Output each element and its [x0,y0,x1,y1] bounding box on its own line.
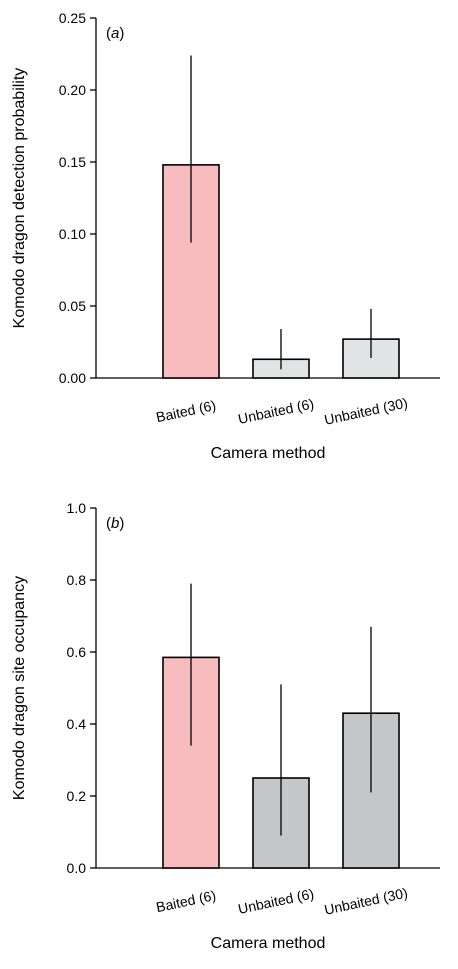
y-tick-label: 0.8 [67,572,87,588]
y-tick-label: 0.20 [59,82,86,98]
panel-label-letter: b [111,515,119,532]
y-tick-label: 0.2 [67,788,87,804]
category-label: Unbaited (30) [323,884,409,917]
category-label: Baited (6) [155,887,218,915]
chart-detection-probability: 0.00 0.05 0.10 0.15 0.20 0.25 Baited (6) Unbait… [11,10,440,462]
panel-label-prefix: ( [106,515,111,532]
panel-label-suffix: ) [119,25,124,42]
y-tick-label: 0.6 [67,644,87,660]
y-tick-label: 0.4 [67,716,87,732]
panel-label-suffix: ) [119,515,124,532]
category-label: Unbaited (6) [237,395,316,427]
y-tick-label: 0.25 [59,10,86,26]
y-axis-title: Komodo dragon site occupancy [11,576,28,800]
panel-label-prefix: ( [106,25,111,42]
chart-site-occupancy: 0.0 0.2 0.4 0.6 0.8 1.0 Baited (6) Unbaited (6)… [11,500,440,952]
y-tick-label: 0.00 [59,370,86,386]
y-tick-label: 1.0 [67,500,87,516]
x-axis-title: Camera method [211,445,326,462]
y-tick-label: 0.05 [59,298,86,314]
y-tick-label: 0.15 [59,154,86,170]
y-tick-label: 0.10 [59,226,86,242]
x-axis-title: Camera method [211,935,326,952]
category-label: Unbaited (6) [237,885,316,917]
y-tick-label: 0.0 [67,860,87,876]
panel-label: (a) [106,25,124,42]
y-axis-title: Komodo dragon detection probability [11,68,28,329]
panel-label-letter: a [111,25,119,42]
category-label: Unbaited (30) [323,394,409,427]
category-label: Baited (6) [155,397,218,425]
panel-label: (b) [106,515,124,532]
